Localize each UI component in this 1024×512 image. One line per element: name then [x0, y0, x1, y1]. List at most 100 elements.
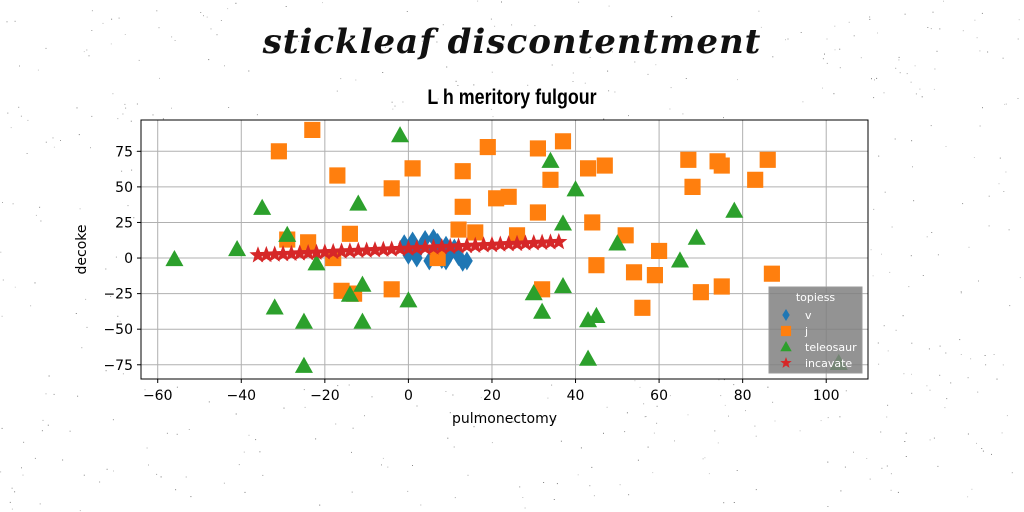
speckle [91, 115, 93, 117]
x-tick-label: 60 [650, 388, 668, 404]
point-incavate [541, 233, 560, 250]
speckle [834, 25, 836, 27]
speckle [910, 255, 912, 257]
speckle [886, 416, 888, 418]
grid-lines [141, 120, 868, 379]
point-incavate [341, 242, 359, 259]
x-tick-label: 100 [813, 388, 840, 404]
point-j [429, 249, 446, 267]
speckle [932, 11, 934, 13]
speckle [624, 431, 626, 433]
point-j [625, 264, 643, 281]
speckle [53, 393, 55, 395]
point-teleosaur [391, 126, 410, 143]
speckle [962, 203, 964, 205]
speckle [619, 484, 621, 486]
speckle [235, 2, 237, 4]
speckle [960, 354, 962, 355]
speckle [800, 32, 802, 33]
speckle [238, 464, 240, 466]
x-tick-label: 80 [734, 388, 752, 404]
speckle [962, 30, 964, 32]
point-incavate [449, 237, 468, 254]
speckle [1009, 305, 1011, 307]
speckle [584, 82, 586, 84]
speckle [480, 397, 482, 399]
speckle [733, 384, 735, 386]
speckle [243, 451, 245, 453]
speckle [14, 286, 16, 288]
point-j [763, 265, 780, 282]
speckle [937, 254, 939, 256]
speckle [501, 1, 502, 3]
legend-marker-teleosaur [780, 341, 792, 352]
point-j [747, 171, 764, 188]
speckle [164, 391, 166, 393]
point-j [713, 278, 730, 295]
speckle [950, 382, 952, 384]
point-incavate [533, 233, 551, 250]
point-incavate [483, 235, 501, 253]
speckle [628, 115, 629, 117]
speckle [758, 10, 760, 12]
speckle [934, 68, 936, 70]
speckle [572, 81, 574, 82]
speckle [872, 275, 874, 277]
speckle [910, 81, 912, 83]
point-teleosaur [541, 151, 560, 168]
speckle [826, 62, 828, 64]
speckle [208, 401, 210, 403]
speckle [256, 114, 258, 116]
speckle [680, 34, 682, 36]
speckle [20, 115, 22, 117]
point-incavate [399, 239, 417, 256]
speckle [1, 427, 3, 429]
point-j [680, 151, 697, 168]
speckle [171, 36, 173, 38]
speckle [890, 473, 892, 475]
speckle [407, 490, 409, 492]
speckle [904, 13, 906, 15]
speckle [718, 379, 720, 381]
point-j [634, 299, 651, 316]
speckle [839, 416, 841, 418]
x-tick-label: −20 [310, 388, 340, 404]
speckle [200, 12, 202, 13]
point-j [617, 227, 634, 244]
speckle [174, 40, 176, 41]
speckle [890, 489, 892, 491]
speckle [939, 345, 941, 347]
speckle [27, 119, 29, 121]
speckle [772, 401, 774, 403]
speckle [542, 99, 544, 101]
point-j [404, 160, 421, 177]
speckle [526, 34, 527, 36]
point-incavate [383, 240, 401, 257]
speckle [1017, 98, 1019, 99]
speckle [138, 59, 140, 61]
speckle [911, 342, 913, 344]
speckle [551, 64, 553, 66]
speckle [774, 420, 776, 422]
speckle [30, 305, 32, 307]
point-teleosaur [553, 277, 573, 294]
point-teleosaur [524, 284, 543, 301]
speckle [985, 364, 987, 366]
point-j [584, 214, 601, 231]
speckle [511, 24, 513, 26]
speckle [156, 473, 158, 475]
speckle [634, 61, 636, 63]
speckle [14, 20, 16, 22]
y-tick-label: −50 [103, 322, 133, 338]
legend-marker-incavate [780, 357, 792, 368]
speckle [125, 107, 127, 109]
point-j [500, 188, 517, 205]
speckle [473, 84, 475, 86]
speckle [606, 406, 608, 408]
speckle [802, 101, 804, 103]
figure-suptitle: stickleaf discontentment [262, 22, 762, 62]
point-j [759, 151, 776, 168]
speckle [603, 118, 605, 120]
speckle [866, 458, 868, 459]
